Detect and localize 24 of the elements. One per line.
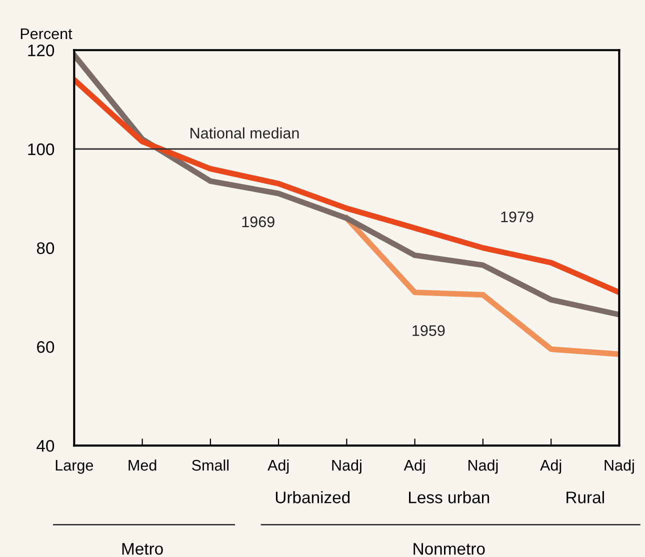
text: Nonmetro	[414, 543, 485, 555]
ref-line-label: National median	[190, 127, 299, 139]
text: Less urban	[409, 491, 490, 504]
x-tick-label: Large	[56, 460, 94, 474]
y-tick-label: 40	[36, 440, 54, 452]
x-tick-label: Adj	[404, 459, 425, 474]
series-label: 1969	[242, 216, 274, 228]
series-label: 1979	[501, 211, 534, 222]
x-tick-label: Adj	[268, 459, 289, 474]
y-tick-label: 80	[36, 242, 54, 254]
x-tick-label: Adj	[540, 459, 562, 474]
y-tick-label: 60	[37, 341, 54, 353]
y-axis-title: Percent	[20, 28, 72, 40]
text: Rural	[566, 491, 604, 504]
y-tick-label: 100	[28, 143, 54, 156]
x-tick-label: Small	[192, 459, 229, 471]
x-tick-label: Nadj	[332, 459, 362, 474]
x-tick-label: Med	[128, 459, 156, 471]
text: 1959	[412, 325, 445, 336]
text: Metro	[122, 543, 163, 555]
x-tick-label: Nadj	[604, 459, 634, 474]
text: Urbanized	[276, 491, 350, 504]
y-tick-label: 120	[28, 44, 54, 56]
x-tick-label: Nadj	[468, 459, 498, 474]
